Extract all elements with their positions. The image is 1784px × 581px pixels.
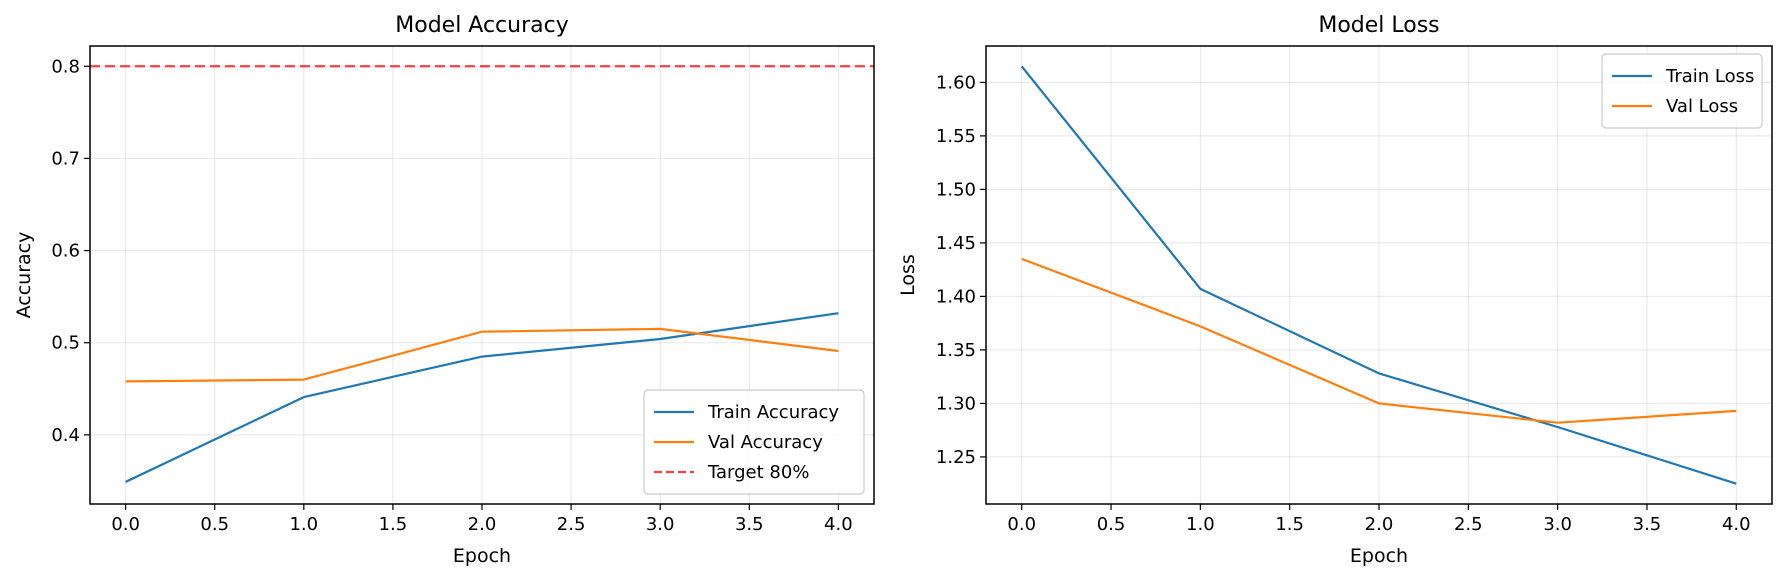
x-axis-label: Epoch (453, 545, 511, 567)
y-tick-label: 0.6 (51, 241, 80, 262)
chart-title: Model Loss (1318, 13, 1439, 38)
legend: Train Loss Val Loss (1601, 53, 1763, 129)
x-tick-label: 0.0 (1007, 514, 1036, 535)
legend-box (643, 389, 865, 495)
x-tick-label: 4.0 (1722, 514, 1751, 535)
y-tick-label: 1.55 (936, 126, 976, 147)
x-tick-label: 2.5 (557, 514, 586, 535)
x-tick-label: 1.5 (1275, 514, 1304, 535)
x-tick-label: 0.5 (200, 514, 229, 535)
legend-label: Val Loss (1666, 96, 1738, 117)
chart-0: 0.0 0.5 1.0 1.5 2.0 2.5 3.0 3.5 4.0 0.4 0.5 0.6 0.7 0… (13, 13, 875, 567)
x-axis-label: Epoch (1350, 545, 1408, 567)
y-tick-label: 1.50 (936, 179, 976, 200)
x-tick-label: 1.0 (289, 514, 318, 535)
legend-label: Train Accuracy (707, 402, 839, 423)
y-tick-label: 0.7 (51, 148, 80, 169)
x-tick-label: 2.0 (1365, 514, 1394, 535)
series-line-train-accuracy (125, 312, 839, 483)
series-line-val-accuracy (125, 327, 839, 383)
legend-label: Val Accuracy (708, 432, 823, 453)
x-tick-label: 2.5 (1454, 514, 1483, 535)
y-tick-label: 1.45 (936, 233, 976, 254)
x-tick-label: 1.0 (1186, 514, 1215, 535)
y-tick-label: 1.25 (936, 447, 976, 468)
y-axis-label: Loss (897, 254, 919, 296)
x-tick-label: 0.0 (111, 514, 140, 535)
x-tick-label: 1.5 (379, 514, 408, 535)
y-tick-label: 1.30 (936, 393, 976, 414)
legend: Train Accuracy Val Accuracy Target 80% (643, 389, 865, 495)
x-tick-label: 3.0 (646, 514, 675, 535)
legend-box (1601, 53, 1763, 129)
y-tick-label: 1.35 (936, 340, 976, 361)
y-tick-label: 0.5 (51, 333, 80, 354)
x-tick-label: 3.5 (735, 514, 764, 535)
x-tick-label: 3.0 (1543, 514, 1572, 535)
y-tick-label: 0.4 (51, 425, 80, 446)
series-line-val-loss (1021, 257, 1737, 424)
x-tick-label: 0.5 (1097, 514, 1126, 535)
legend-label: Target 80% (707, 462, 809, 483)
y-tick-label: 1.40 (936, 286, 976, 307)
x-tick-label: 4.0 (824, 514, 853, 535)
chart-title: Model Accuracy (395, 13, 569, 38)
y-axis-label: Accuracy (13, 232, 35, 319)
series-line-train-loss (1020, 65, 1737, 485)
chart-1: 0.0 0.5 1.0 1.5 2.0 2.5 3.0 3.5 4.0 1.25 1.30 1.35 1… (897, 13, 1773, 567)
x-tick-label: 3.5 (1633, 514, 1662, 535)
y-tick-label: 0.8 (51, 56, 80, 77)
y-tick-label: 1.60 (936, 72, 976, 93)
legend-label: Train Loss (1665, 66, 1754, 87)
x-tick-label: 2.0 (468, 514, 497, 535)
